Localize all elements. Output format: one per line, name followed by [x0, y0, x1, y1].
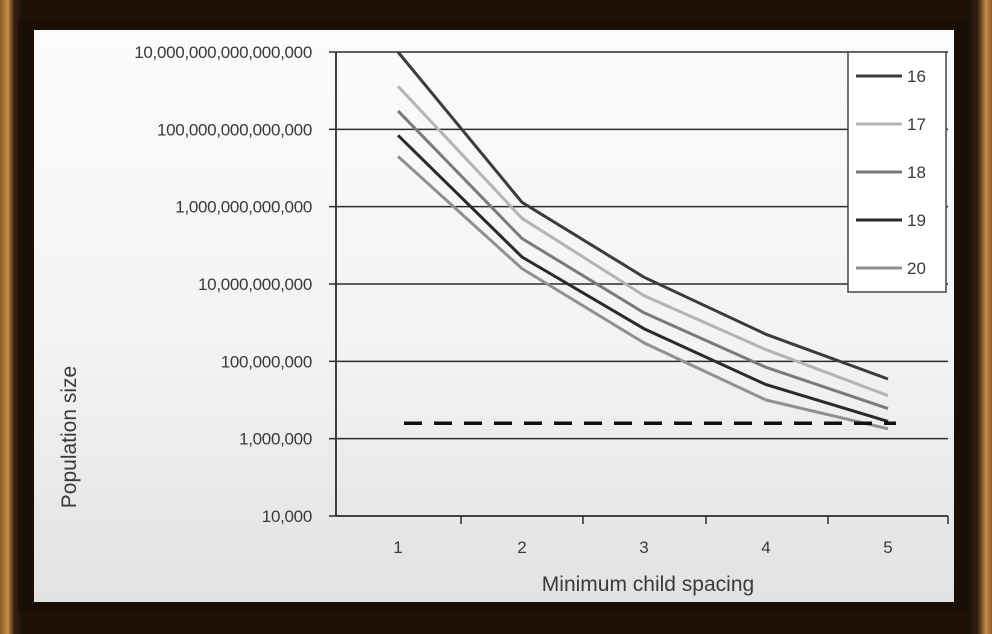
chart-background: [34, 30, 954, 602]
y-tick-label: 10,000,000,000: [198, 275, 312, 294]
series-line-17: [396, 85, 889, 398]
series-line-18: [396, 109, 889, 411]
x-tick-label: 1: [393, 538, 402, 557]
x-tick-label: 4: [761, 538, 770, 557]
legend-label-17: 17: [907, 115, 926, 134]
series-line-19: [396, 134, 889, 423]
legend-label-16: 16: [907, 67, 926, 86]
x-tick-label: 5: [883, 538, 892, 557]
series-line-16: [396, 51, 889, 381]
x-tick-labels: 1 2 3 4 5: [393, 538, 892, 557]
series-lines: [396, 51, 889, 431]
y-tick-label: 10,000: [262, 507, 312, 526]
series-line-20: [396, 155, 889, 431]
y-tick-label: 100,000,000: [221, 352, 312, 371]
axes: [329, 51, 949, 524]
y-tick-label: 100,000,000,000,000: [157, 120, 312, 139]
x-tick-label: 3: [639, 538, 648, 557]
x-tick-label: 2: [517, 538, 526, 557]
legend-label-20: 20: [907, 259, 926, 278]
legend-label-18: 18: [907, 163, 926, 182]
legend-label-19: 19: [907, 211, 926, 230]
x-axis-title: Minimum child spacing: [542, 573, 754, 596]
y-axis-title: Population size: [58, 366, 81, 508]
y-tick-label: 10,000,000,000,000,000: [134, 43, 312, 62]
y-tick-labels: 10,000 1,000,000 100,000,000 10,000,000,000…: [134, 43, 312, 526]
y-tick-label: 1,000,000,000,000: [175, 198, 312, 217]
legend: 16 17 18 19 20: [847, 51, 947, 293]
y-tick-label: 1,000,000: [239, 430, 312, 449]
